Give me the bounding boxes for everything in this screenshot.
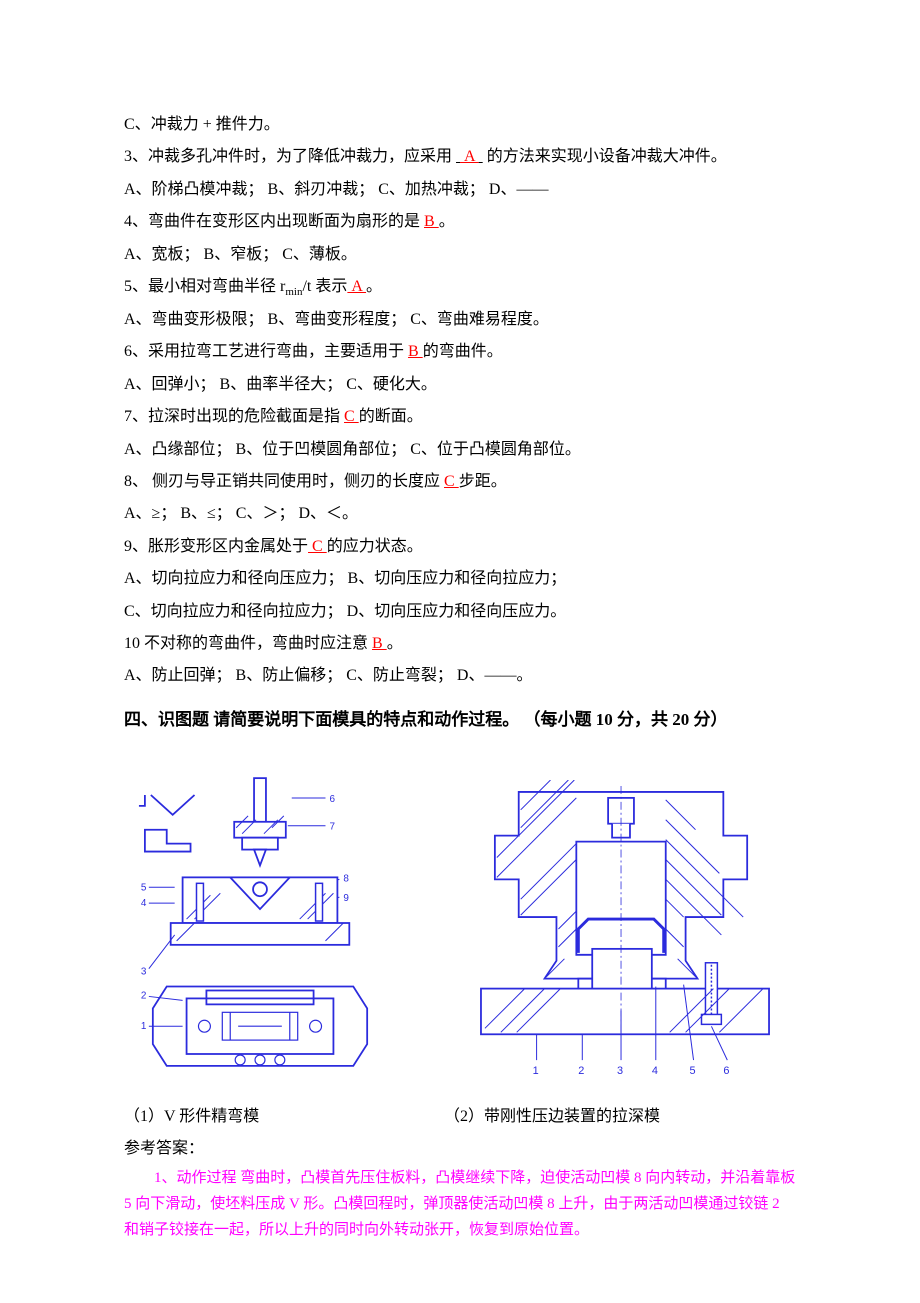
answer-text-1: 1、动作过程 弯曲时，凸模首先压住板料，凸模继续下降，迫使活动凹模 8 向内转动…	[124, 1165, 796, 1244]
caption-left: （1）V 形件精弯模	[124, 1102, 444, 1132]
q10-options: A、防止回弹； B、防止偏移； C、防止弯裂； D、――。	[124, 661, 796, 691]
figure2-cell: 1 2 3 4 5 6	[460, 779, 790, 1090]
q10-suffix: 。	[387, 635, 403, 652]
q3-prefix: 3、冲裁多孔冲件时，为了降低冲裁力，应采用	[124, 148, 456, 165]
q7-line: 7、拉深时出现的危险截面是指 C 的断面。	[124, 402, 796, 432]
q9-options2: C、切向拉应力和径向拉应力； D、切向压应力和径向压应力。	[124, 597, 796, 627]
q6-answer: B	[408, 343, 423, 360]
section4-title: 四、识图题 请简要说明下面模具的特点和动作过程。 （每小题 10 分，共 20 …	[124, 700, 796, 741]
svg-text:4: 4	[652, 1065, 658, 1077]
caption-row: （1）V 形件精弯模 （2）带刚性压边装置的拉深模	[124, 1102, 796, 1132]
svg-text:4: 4	[141, 898, 147, 909]
svg-text:7: 7	[329, 821, 335, 832]
q10-line: 10 不对称的弯曲件，弯曲时应注意 B 。	[124, 629, 796, 659]
svg-text:2: 2	[578, 1065, 584, 1077]
q5-line: 5、最小相对弯曲半径 rmin/t 表示 A 。	[124, 272, 796, 303]
svg-text:3: 3	[617, 1065, 623, 1077]
q8-line: 8、 侧刃与导正销共同使用时，侧刃的长度应 C 步距。	[124, 467, 796, 497]
figure1-cell: 6 7 8 9 5 4 3 2 1	[130, 769, 390, 1090]
q8-prefix: 8、 侧刃与导正销共同使用时，侧刃的长度应	[124, 473, 444, 490]
svg-text:6: 6	[723, 1065, 729, 1077]
svg-text:5: 5	[690, 1065, 696, 1077]
q5-prefix-b: /t 表示	[302, 278, 347, 295]
svg-text:3: 3	[141, 966, 147, 977]
q5-prefix-a: 5、最小相对弯曲半径 r	[124, 278, 285, 295]
q10-answer: B	[372, 635, 387, 652]
q5-sub: min	[285, 286, 302, 298]
q4-options: A、宽板； B、窄板； C、薄板。	[124, 240, 796, 270]
q6-prefix: 6、采用拉弯工艺进行弯曲，主要适用于	[124, 343, 408, 360]
q3-line: 3、冲裁多孔冲件时，为了降低冲裁力，应采用 A 的方法来实现小设备冲裁大冲件。	[124, 142, 796, 172]
q4-suffix: 。	[439, 213, 455, 230]
svg-text:1: 1	[533, 1065, 539, 1077]
caption-right: （2）带刚性压边装置的拉深模	[444, 1102, 764, 1132]
q9-line: 9、胀形变形区内金属处于 C 的应力状态。	[124, 532, 796, 562]
figure2-svg: 1 2 3 4 5 6	[460, 779, 790, 1079]
answer-heading: 参考答案：	[124, 1134, 796, 1164]
q9-prefix: 9、胀形变形区内金属处于	[124, 538, 308, 555]
q8-answer: C	[444, 473, 459, 490]
svg-text:5: 5	[141, 882, 147, 893]
q10-prefix: 10 不对称的弯曲件，弯曲时应注意	[124, 635, 372, 652]
svg-text:9: 9	[343, 893, 349, 904]
q3-suffix: 的方法来实现小设备冲裁大冲件。	[483, 148, 727, 165]
q7-options: A、凸缘部位； B、位于凹模圆角部位； C、位于凸模圆角部位。	[124, 435, 796, 465]
figure1-svg: 6 7 8 9 5 4 3 2 1	[130, 769, 390, 1079]
q6-options: A、回弹小； B、曲率半径大； C、硬化大。	[124, 370, 796, 400]
q4-prefix: 4、弯曲件在变形区内出现断面为扇形的是	[124, 213, 424, 230]
figures-row: 6 7 8 9 5 4 3 2 1	[124, 769, 796, 1090]
svg-text:6: 6	[329, 793, 335, 804]
q3-options: A、阶梯凸模冲裁； B、斜刃冲裁； C、加热冲裁； D、――	[124, 175, 796, 205]
option-c-line: C、冲裁力 + 推件力。	[124, 110, 796, 140]
q6-suffix: 的弯曲件。	[423, 343, 503, 360]
q5-suffix: 。	[366, 278, 382, 295]
q3-answer: A	[460, 148, 479, 165]
q8-suffix: 步距。	[459, 473, 507, 490]
q5-options: A、弯曲变形极限； B、弯曲变形程度； C、弯曲难易程度。	[124, 305, 796, 335]
svg-text:2: 2	[141, 990, 147, 1001]
option-c-label: C、	[124, 116, 151, 133]
q4-answer: B	[424, 213, 439, 230]
q8-options: A、≥； B、≤； C、＞； D、＜。	[124, 499, 796, 529]
q7-answer: C	[344, 408, 359, 425]
q6-line: 6、采用拉弯工艺进行弯曲，主要适用于 B 的弯曲件。	[124, 337, 796, 367]
q9-answer: C	[308, 538, 327, 555]
svg-text:8: 8	[343, 873, 349, 884]
q5-answer: A	[347, 278, 366, 295]
q7-prefix: 7、拉深时出现的危险截面是指	[124, 408, 344, 425]
option-c-text: 冲裁力 + 推件力。	[151, 116, 280, 133]
q9-suffix: 的应力状态。	[327, 538, 423, 555]
q4-line: 4、弯曲件在变形区内出现断面为扇形的是 B 。	[124, 207, 796, 237]
q9-options1: A、切向拉应力和径向压应力； B、切向压应力和径向拉应力；	[124, 564, 796, 594]
svg-text:1: 1	[141, 1021, 147, 1032]
q7-suffix: 的断面。	[359, 408, 423, 425]
